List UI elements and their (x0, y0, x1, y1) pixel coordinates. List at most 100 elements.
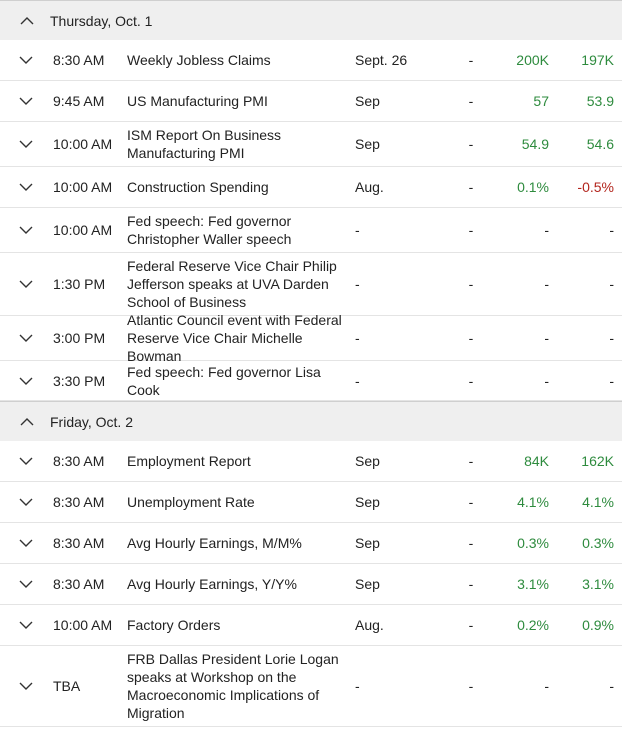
event-actual: - (468, 576, 474, 592)
event-forecast: 0.2% (517, 617, 549, 633)
event-period: Sept. 26 (355, 52, 408, 68)
event-previous: 0.3% (582, 535, 614, 551)
chevron-down-icon[interactable] (19, 454, 33, 468)
chevron-down-icon[interactable] (19, 331, 33, 345)
event-name: Avg Hourly Earnings, M/M% (127, 535, 302, 551)
event-previous: 4.1% (582, 494, 614, 510)
event-period: Aug. (355, 617, 384, 633)
event-name: Federal Reserve Vice Chair Philip Jeffer… (127, 258, 337, 310)
event-previous: 54.6 (586, 136, 614, 152)
day-title: Thursday, Oct. 1 (50, 12, 153, 29)
event-actual: - (468, 535, 474, 551)
event-row[interactable]: 8:30 AM Avg Hourly Earnings, M/M% Sep - … (0, 523, 622, 564)
event-actual: - (468, 136, 474, 152)
event-period: Sep (355, 494, 380, 510)
chevron-down-icon[interactable] (19, 94, 33, 108)
event-name: Fed speech: Fed governor Christopher Wal… (127, 213, 292, 247)
event-forecast: - (544, 330, 549, 346)
event-row[interactable]: TBA FRB Dallas President Lorie Logan spe… (0, 646, 622, 727)
chevron-down-icon[interactable] (19, 374, 33, 388)
event-row[interactable]: 10:00 AM Fed speech: Fed governor Christ… (0, 208, 622, 253)
event-forecast: 84K (524, 453, 549, 469)
event-time: 9:45 AM (53, 93, 105, 109)
event-forecast: 0.1% (517, 179, 549, 195)
chevron-down-icon[interactable] (19, 53, 33, 67)
event-row[interactable]: 10:00 AM ISM Report On Business Manufact… (0, 122, 622, 167)
event-time: 3:00 PM (53, 330, 106, 346)
chevron-up-icon[interactable] (20, 415, 34, 429)
event-name: Construction Spending (127, 179, 269, 195)
event-row[interactable]: 8:30 AM Weekly Jobless Claims Sept. 26 -… (0, 40, 622, 81)
chevron-down-icon[interactable] (19, 137, 33, 151)
event-forecast: - (544, 678, 549, 694)
event-previous: 197K (581, 52, 614, 68)
chevron-down-icon[interactable] (19, 223, 33, 237)
event-period: - (355, 222, 360, 238)
event-forecast: 54.9 (521, 136, 549, 152)
event-previous: - (609, 678, 614, 694)
chevron-down-icon[interactable] (19, 180, 33, 194)
event-name: Factory Orders (127, 617, 221, 633)
event-forecast: - (544, 222, 549, 238)
event-actual: - (468, 52, 474, 68)
event-period: Sep (355, 453, 380, 469)
event-actual: - (468, 372, 474, 389)
event-time: 8:30 AM (53, 576, 105, 592)
chevron-up-icon[interactable] (20, 14, 34, 28)
day-header-friday[interactable]: Friday, Oct. 2 (0, 401, 622, 441)
event-time: 10:00 AM (53, 179, 113, 195)
event-name: ISM Report On Business Manufacturing PMI (127, 127, 282, 161)
event-actual: - (468, 179, 474, 195)
event-previous: -0.5% (577, 179, 614, 195)
event-row[interactable]: 10:00 AM Factory Orders Aug. - 0.2% 0.9% (0, 605, 622, 646)
event-name: Employment Report (127, 453, 251, 469)
event-row[interactable]: 8:30 AM Avg Hourly Earnings, Y/Y% Sep - … (0, 564, 622, 605)
day-title: Friday, Oct. 2 (50, 413, 133, 430)
event-previous: - (609, 330, 614, 346)
chevron-down-icon[interactable] (19, 577, 33, 591)
event-time: TBA (53, 678, 81, 694)
event-actual: - (468, 222, 474, 238)
chevron-down-icon[interactable] (19, 536, 33, 550)
event-previous: 0.9% (582, 617, 614, 633)
event-period: - (355, 330, 360, 346)
event-time: 10:00 AM (53, 617, 113, 633)
event-row[interactable]: 10:00 AM Construction Spending Aug. - 0.… (0, 167, 622, 208)
event-forecast: - (544, 276, 549, 292)
chevron-down-icon[interactable] (19, 495, 33, 509)
event-previous: 3.1% (582, 576, 614, 592)
event-period: - (355, 276, 360, 292)
event-previous: 162K (581, 453, 614, 469)
event-actual: - (468, 617, 474, 633)
event-row[interactable]: 3:30 PM Fed speech: Fed governor Lisa Co… (0, 361, 622, 401)
event-row[interactable]: 9:45 AM US Manufacturing PMI Sep - 57 53… (0, 81, 622, 122)
event-forecast: - (544, 372, 549, 389)
event-forecast: 3.1% (517, 576, 549, 592)
day-header-thursday[interactable]: Thursday, Oct. 1 (0, 0, 622, 40)
event-time: 10:00 AM (53, 136, 113, 152)
event-previous: 53.9 (586, 93, 614, 109)
event-row[interactable]: 1:30 PM Federal Reserve Vice Chair Phili… (0, 253, 622, 316)
event-name: Fed speech: Fed governor Lisa Cook (127, 363, 321, 398)
chevron-down-icon[interactable] (19, 277, 33, 291)
event-actual: - (468, 678, 474, 694)
event-row[interactable]: 3:00 PM Atlantic Council event with Fede… (0, 312, 622, 364)
event-period: Sep (355, 93, 380, 109)
event-name: FRB Dallas President Lorie Logan speaks … (127, 651, 339, 721)
event-time: 3:30 PM (53, 372, 106, 389)
event-name: Avg Hourly Earnings, Y/Y% (127, 576, 297, 592)
event-name: US Manufacturing PMI (127, 93, 268, 109)
event-row[interactable]: 8:30 AM Unemployment Rate Sep - 4.1% 4.1… (0, 482, 622, 523)
event-period: Aug. (355, 179, 384, 195)
event-row[interactable]: 8:30 AM Employment Report Sep - 84K 162K (0, 441, 622, 482)
event-period: Sep (355, 576, 380, 592)
event-time: 10:00 AM (53, 222, 113, 238)
chevron-down-icon[interactable] (19, 679, 33, 693)
chevron-down-icon[interactable] (19, 618, 33, 632)
event-name: Weekly Jobless Claims (127, 52, 271, 68)
event-forecast: 200K (516, 52, 549, 68)
event-previous: - (609, 372, 614, 389)
event-previous: - (609, 222, 614, 238)
event-time: 8:30 AM (53, 494, 105, 510)
